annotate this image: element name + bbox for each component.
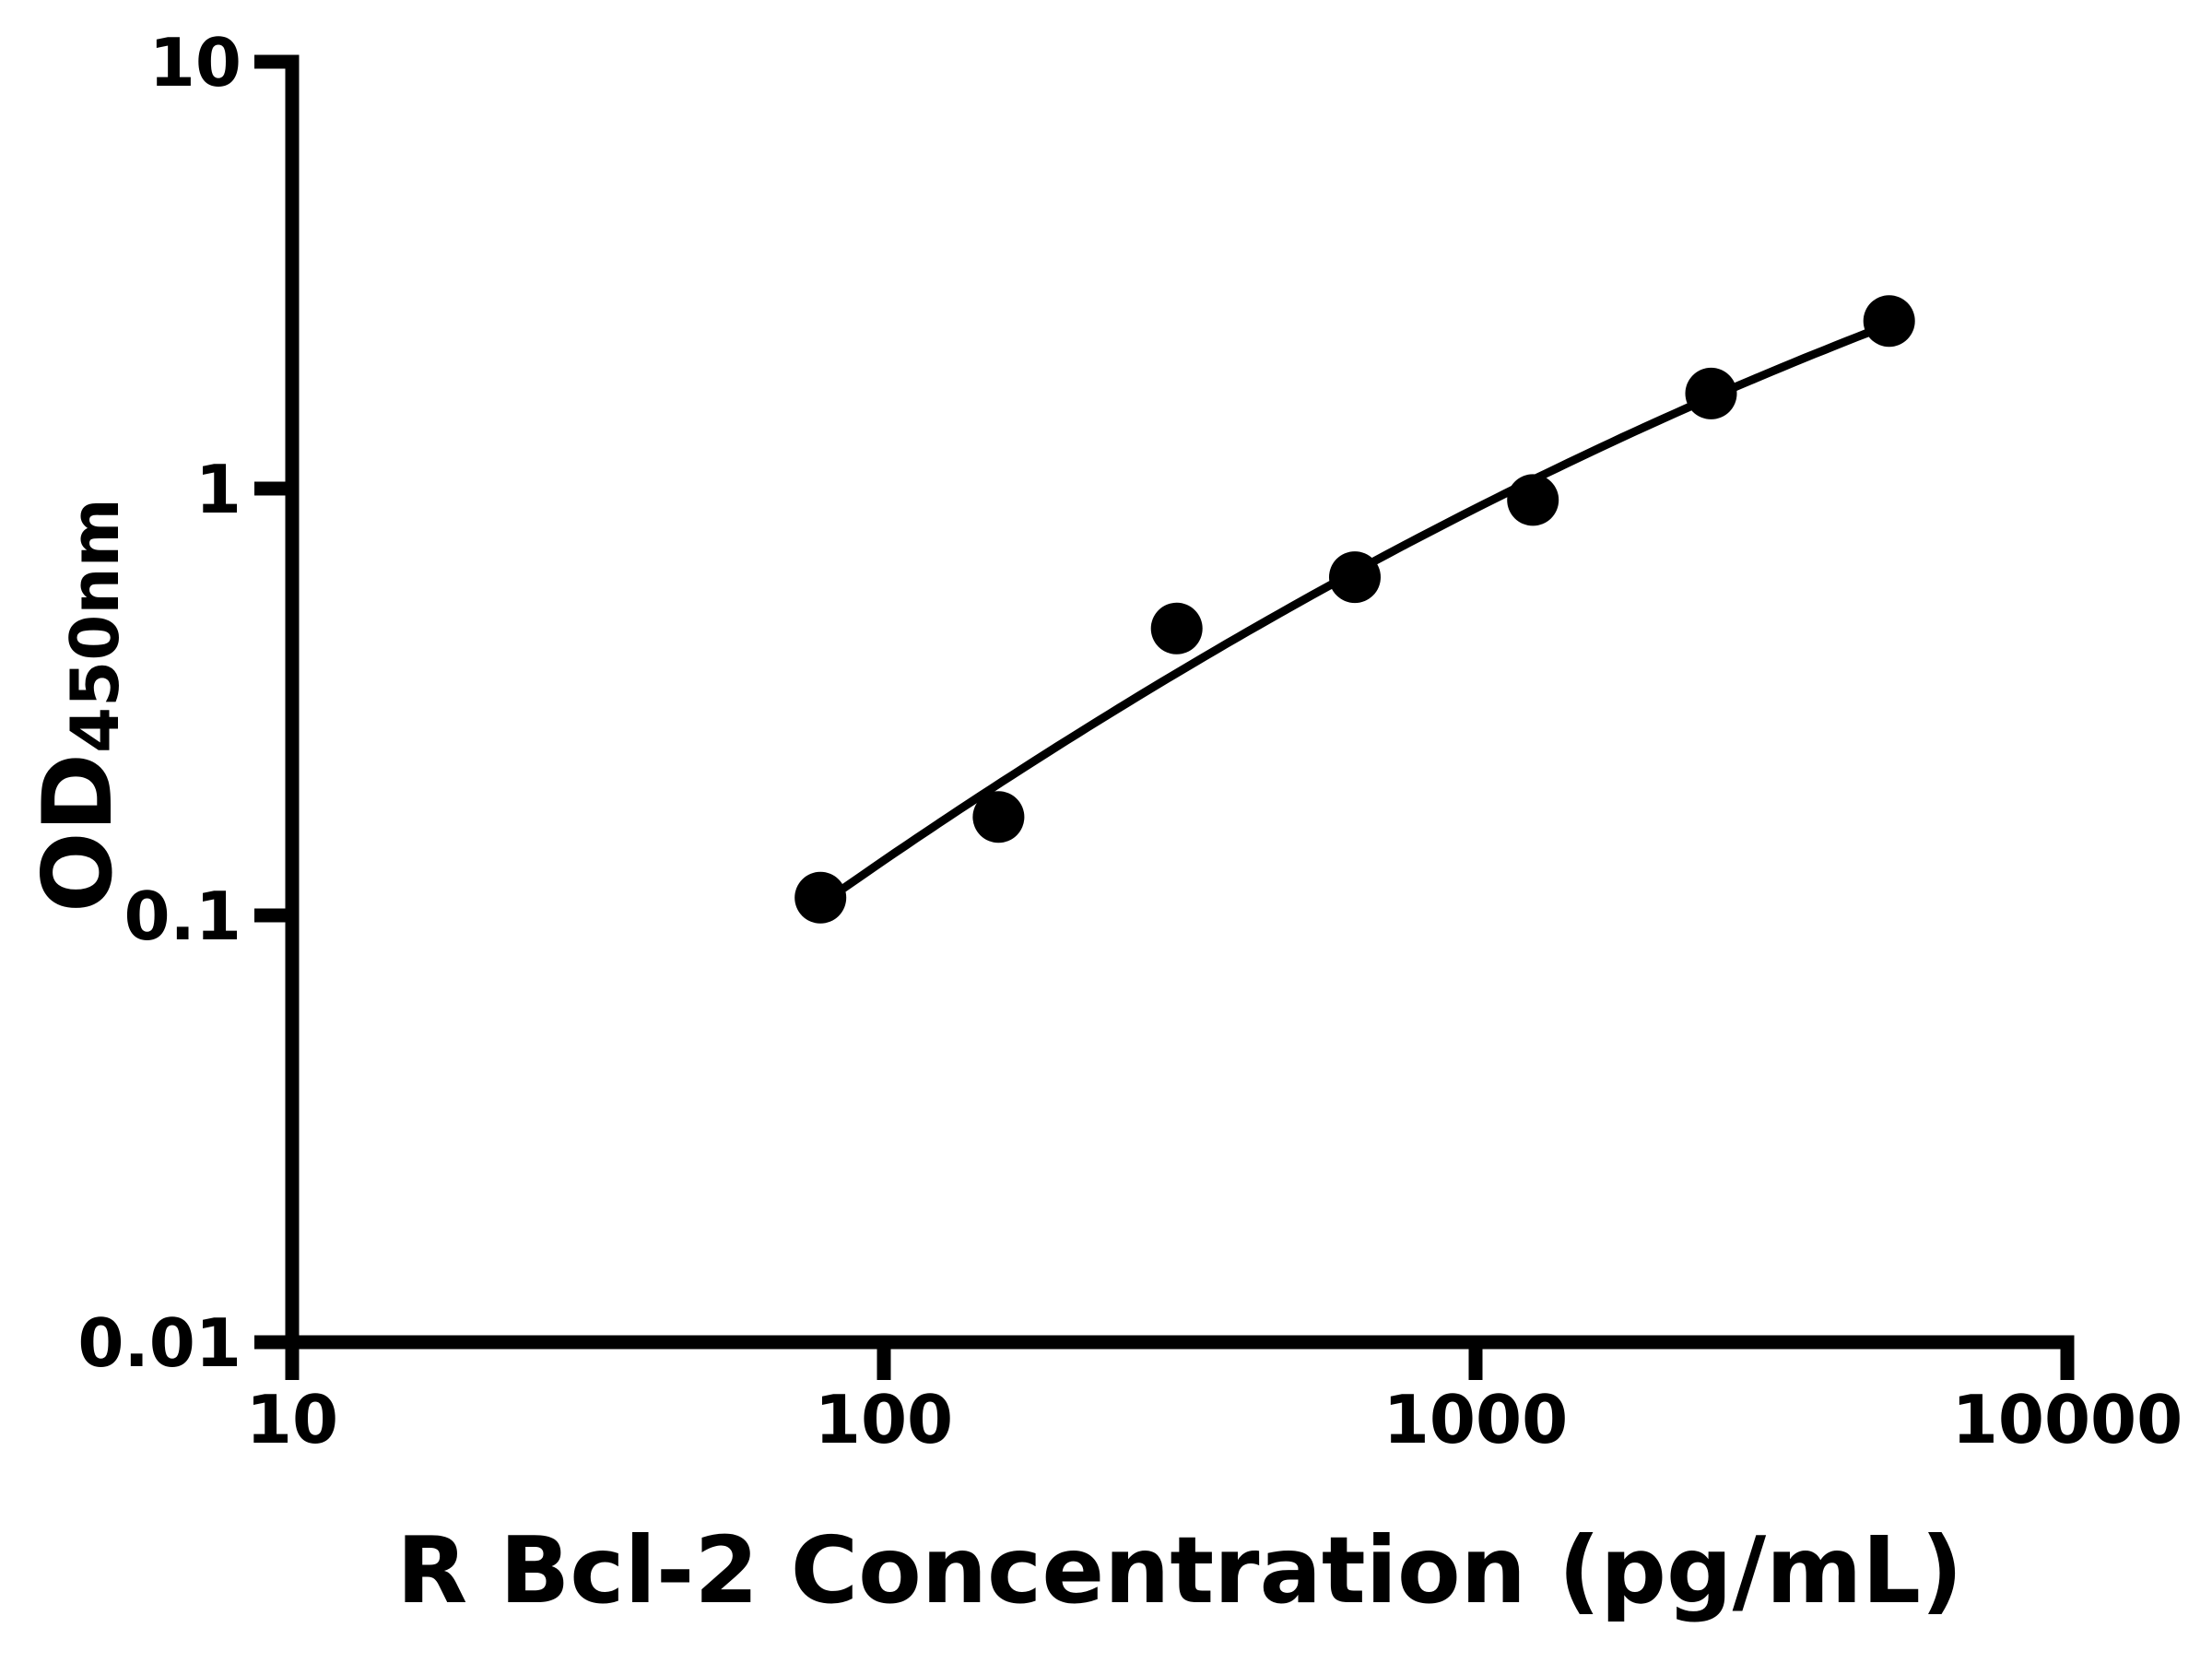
data-point bbox=[1150, 602, 1203, 655]
data-point bbox=[794, 871, 847, 924]
data-series bbox=[794, 295, 1915, 924]
y-axis-title-main: OD bbox=[23, 753, 134, 913]
y-tick-label: 1 bbox=[195, 451, 241, 528]
axes bbox=[254, 54, 2075, 1380]
data-point bbox=[972, 791, 1025, 843]
x-axis-title: R Bcl-2 Concentration (pg/mL) bbox=[396, 1516, 1962, 1624]
y-tick-label: 10 bbox=[149, 24, 241, 101]
x-tick-label: 1000 bbox=[1383, 1381, 1568, 1458]
data-point bbox=[1507, 474, 1559, 526]
x-tick-label: 100 bbox=[815, 1381, 953, 1458]
y-axis-title-sub: 450nm bbox=[56, 498, 134, 753]
x-tick-label: 10 bbox=[246, 1381, 338, 1458]
y-tick-label: 0.01 bbox=[77, 1304, 241, 1382]
x-tick-label: 10000 bbox=[1952, 1381, 2183, 1458]
tick-labels: 0.01 0.1 1 10 10 100 1000 10000 bbox=[77, 24, 2183, 1458]
data-point bbox=[1685, 367, 1737, 419]
y-tick-label: 0.1 bbox=[124, 878, 241, 955]
data-point bbox=[1863, 295, 1915, 348]
y-axis-title: OD450nm bbox=[23, 498, 134, 913]
data-point bbox=[1329, 551, 1381, 604]
